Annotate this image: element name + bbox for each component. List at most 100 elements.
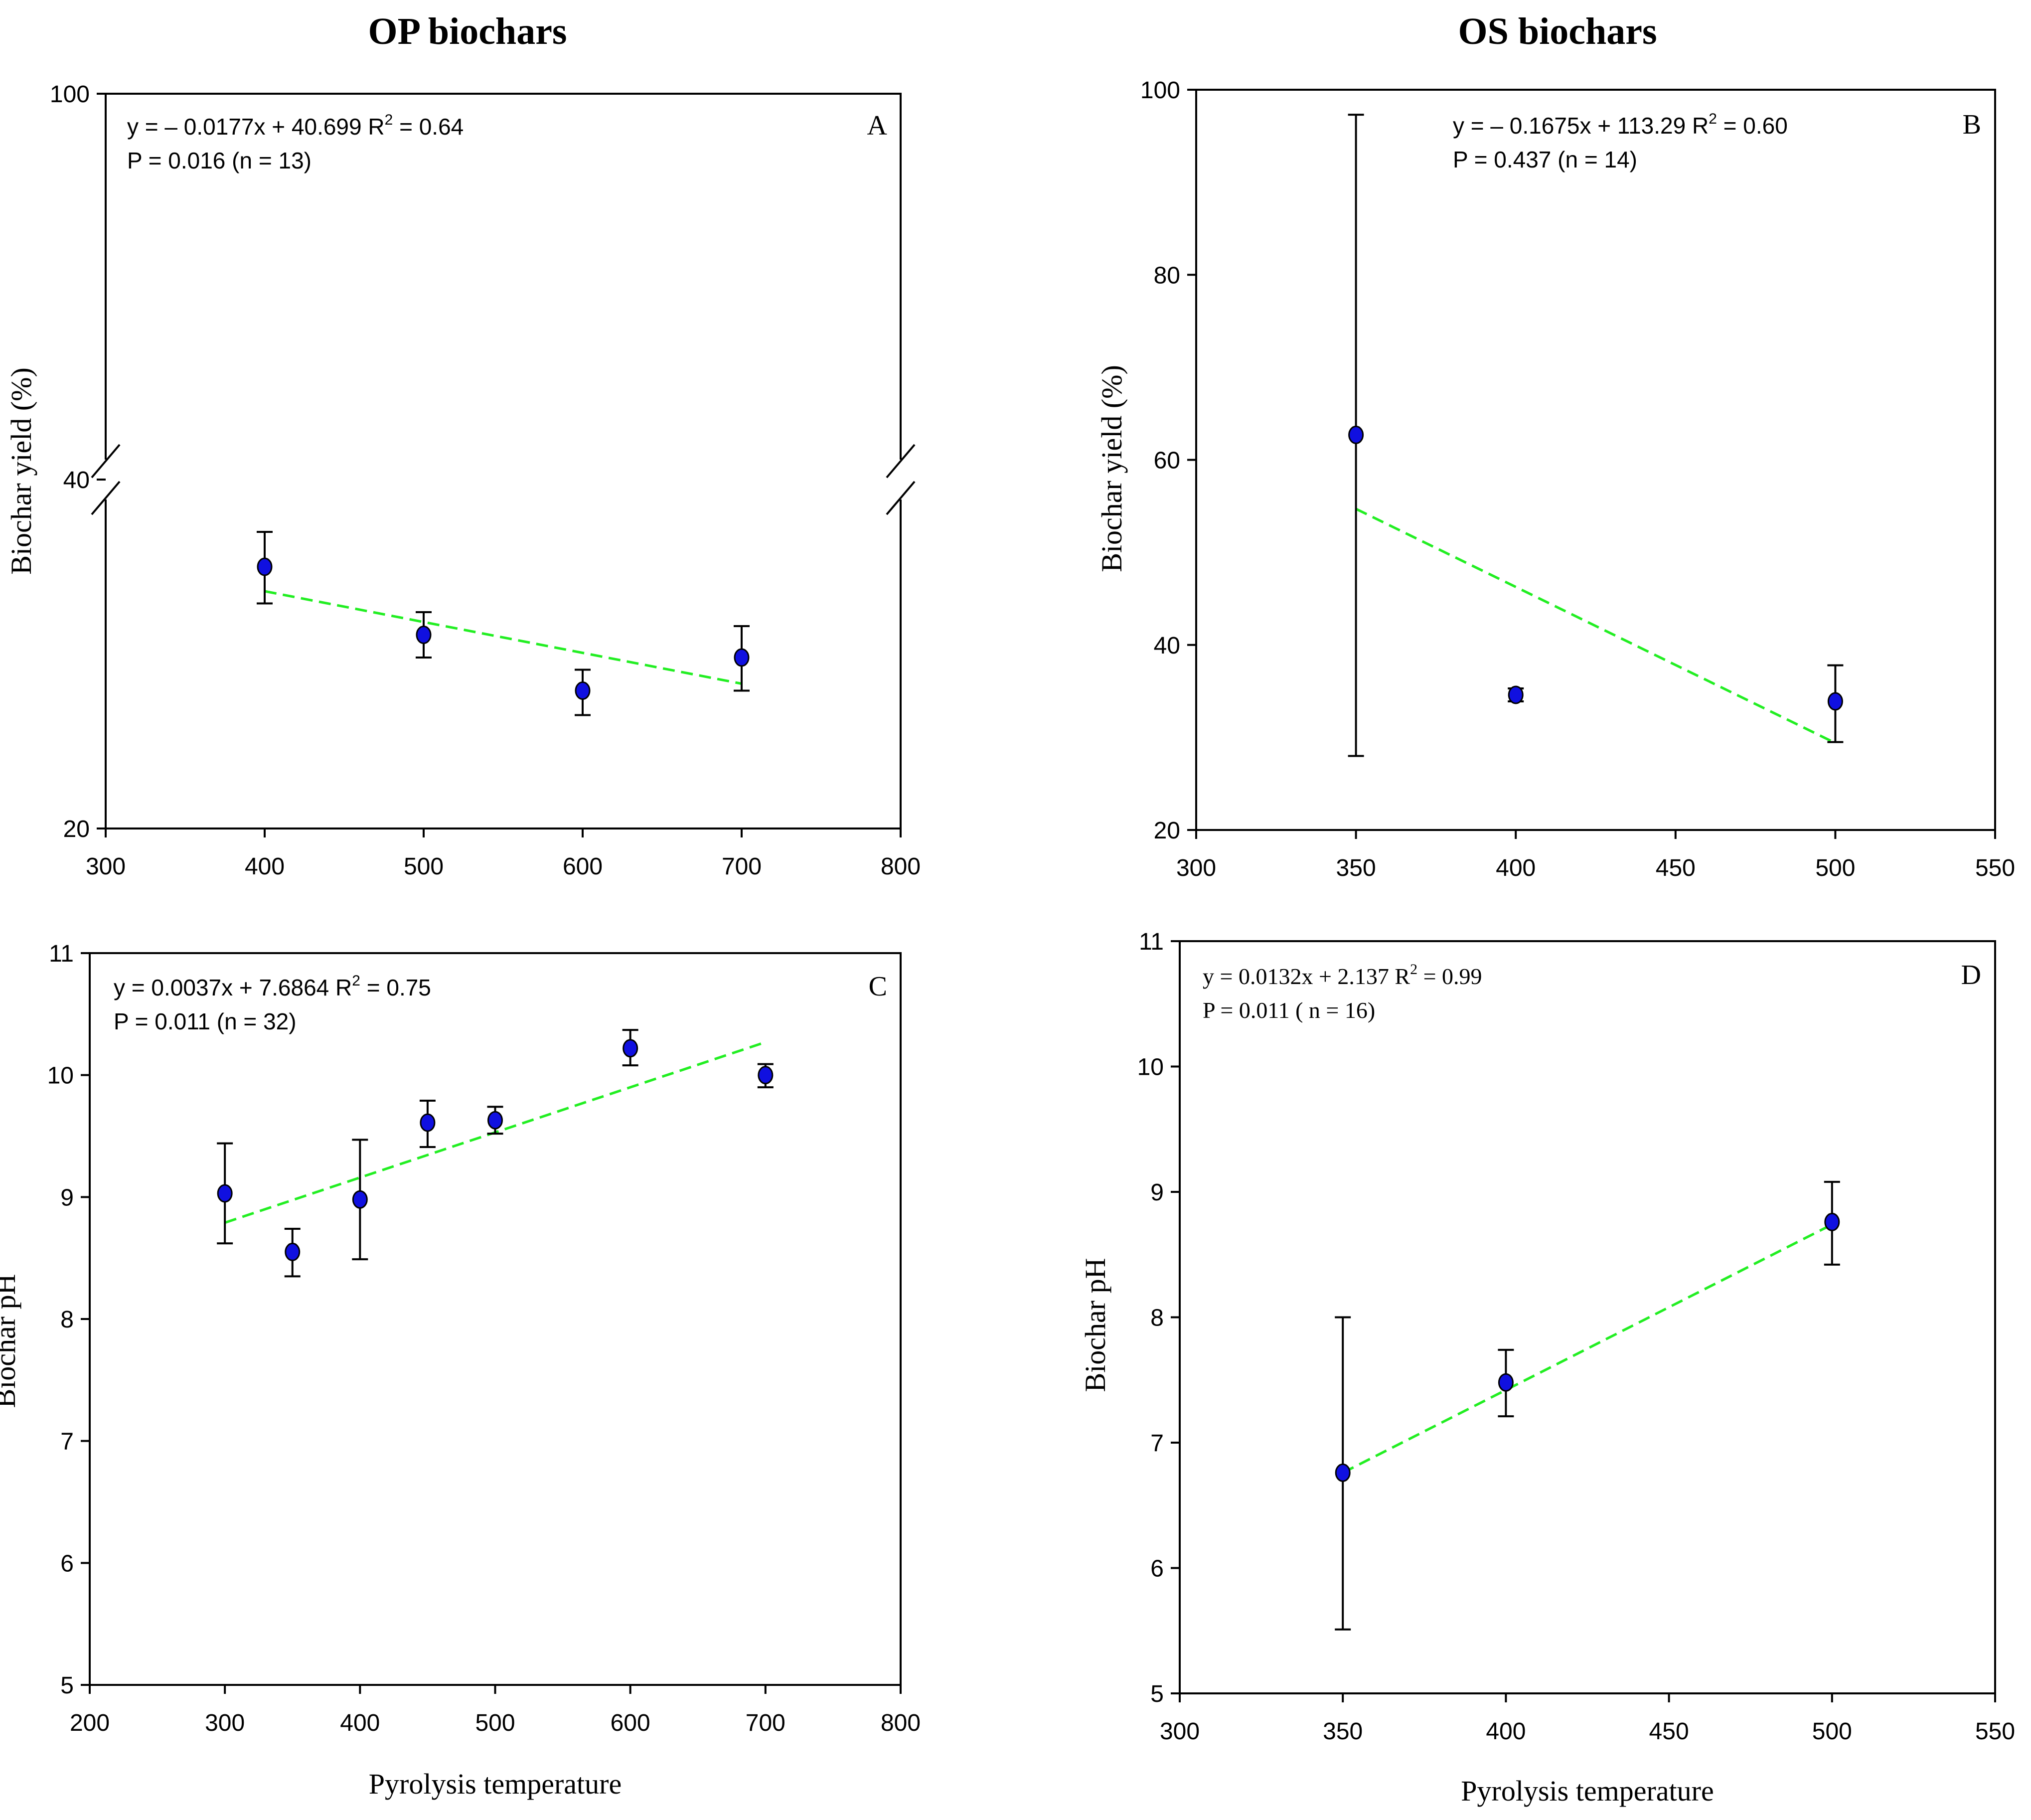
r2-superscript: 2	[385, 112, 393, 128]
data-point	[623, 1039, 638, 1058]
x-tick-label: 300	[205, 1710, 245, 1736]
data-point	[1348, 425, 1364, 444]
x-tick-label: 550	[1975, 1718, 2015, 1745]
r2-value: = 0.75	[360, 975, 431, 1000]
x-tick-label: 800	[881, 853, 921, 880]
equation-text: y = 0.0037x + 7.6864 R	[114, 975, 352, 1000]
data-point	[352, 1190, 368, 1209]
regression-stats: P = 0.011 (n = 32)	[114, 1008, 297, 1034]
y-tick-label: 10	[47, 1063, 74, 1089]
data-point	[285, 1242, 301, 1261]
y-tick-label: 9	[60, 1184, 74, 1211]
regression-equation: y = 0.0037x + 7.6864 R2 = 0.75	[114, 973, 431, 1000]
y-tick-label: 20	[1154, 818, 1180, 844]
chart-panel-d: 300 350 400 450 500 550 5 6 7 8 9 10 11 Biochar pH Pyr…	[1079, 929, 2015, 1807]
y-tick-label: 9	[1150, 1179, 1164, 1206]
data-point	[416, 626, 432, 644]
panel-letter: B	[1963, 109, 1981, 140]
y-axis-label: Biochar yield (%)	[5, 367, 37, 575]
panel-letter: C	[869, 971, 887, 1002]
x-tick-label: 600	[563, 853, 603, 880]
chart-panel-a: 300 400 500 600 700 800 20 40 100 Biochar yield (…	[5, 81, 921, 880]
y-tick-label: 80	[1154, 262, 1180, 289]
data-point	[575, 681, 591, 700]
data-point	[1508, 685, 1524, 704]
regression-equation: y = 0.0132x + 2.137 R2 = 0.99	[1203, 961, 1482, 989]
data-point	[217, 1184, 233, 1203]
y-tick-label: 11	[1139, 929, 1164, 955]
data-point	[487, 1111, 503, 1130]
y-tick-label: 8	[1150, 1305, 1164, 1331]
y-tick-label: 11	[49, 941, 74, 967]
r2-superscript: 2	[1709, 111, 1717, 127]
x-tick-label: 450	[1649, 1718, 1689, 1745]
regression-stats: P = 0.437 (n = 14)	[1453, 147, 1637, 172]
x-tick-label: 500	[404, 853, 444, 880]
y-tick-label: 5	[60, 1672, 74, 1699]
x-tick-label: 500	[475, 1710, 515, 1736]
y-tick-label: 7	[60, 1429, 74, 1455]
x-tick-label: 400	[1496, 855, 1536, 881]
y-tick-label: 60	[1154, 448, 1180, 474]
plot-frame	[1195, 89, 1996, 831]
panel-letter: A	[867, 110, 888, 141]
data-point	[420, 1113, 436, 1132]
data-point	[758, 1066, 774, 1085]
y-tick-label: 40	[1154, 633, 1180, 659]
r2-superscript: 2	[1410, 961, 1417, 978]
y-tick-label: 40	[63, 467, 90, 494]
axis-break-marker	[886, 444, 916, 515]
equation-text: y = 0.0132x + 2.137 R	[1203, 964, 1410, 989]
x-tick-label: 300	[1160, 1718, 1200, 1745]
data-point	[1498, 1373, 1514, 1392]
y-tick-label: 7	[1150, 1430, 1164, 1457]
y-tick-label: 20	[63, 816, 90, 842]
regression-stats: P = 0.016 (n = 13)	[127, 148, 312, 173]
data-point	[1335, 1463, 1351, 1482]
x-tick-label: 800	[881, 1710, 921, 1736]
y-axis-label: Biochar pH	[1079, 1258, 1111, 1392]
plot-frame	[1179, 940, 1996, 1694]
chart-panel-b: 300 350 400 450 500 550 20 40 60 80 100 Biochar yie…	[1095, 77, 2015, 881]
data-point	[734, 648, 750, 667]
plot-frame	[89, 952, 902, 1686]
y-tick-label: 8	[60, 1307, 74, 1333]
plot-frame	[105, 93, 902, 829]
r2-superscript: 2	[352, 973, 360, 989]
regression-equation: y = – 0.1675x + 113.29 R2 = 0.60	[1453, 111, 1788, 139]
title-op-biochars: OP biochars	[368, 10, 567, 52]
regression-stats: P = 0.011 ( n = 16)	[1203, 997, 1375, 1023]
x-tick-label: 300	[86, 853, 126, 880]
x-tick-label: 450	[1656, 855, 1696, 881]
x-tick-label: 500	[1815, 855, 1855, 881]
regression-line	[1355, 507, 1836, 744]
x-axis-label: Pyrolysis temperature	[369, 1768, 622, 1800]
title-os-biochars: OS biochars	[1458, 10, 1657, 52]
x-axis-label: Pyrolysis temperature	[1461, 1775, 1714, 1807]
y-tick-label: 5	[1150, 1681, 1164, 1707]
y-axis-label: Biochar yield (%)	[1095, 365, 1128, 572]
y-tick-label: 6	[60, 1550, 74, 1577]
x-tick-label: 600	[611, 1710, 650, 1736]
x-tick-label: 350	[1336, 855, 1376, 881]
y-axis-label: Biochar pH	[0, 1274, 21, 1408]
panel-letter: D	[1961, 960, 1981, 991]
x-tick-label: 200	[70, 1710, 110, 1736]
r2-value: = 0.60	[1717, 113, 1788, 139]
x-tick-label: 550	[1975, 855, 2015, 881]
x-tick-label: 300	[1176, 855, 1216, 881]
r2-value: = 0.64	[393, 114, 464, 140]
x-tick-label: 350	[1323, 1718, 1363, 1745]
y-tick-label: 10	[1137, 1054, 1164, 1081]
regression-equation: y = – 0.0177x + 40.699 R2 = 0.64	[127, 112, 464, 140]
y-tick-label: 100	[50, 81, 90, 108]
y-tick-label: 6	[1150, 1556, 1164, 1582]
x-tick-label: 700	[746, 1710, 785, 1736]
chart-panel-c: 200 300 400 500 600 700 800 5 6 7 8 9 10 11 Biochar pH…	[0, 941, 921, 1800]
regression-line	[264, 590, 742, 685]
data-point	[1824, 1212, 1840, 1231]
x-tick-label: 700	[722, 853, 762, 880]
data-point	[1827, 692, 1843, 711]
x-tick-label: 400	[1486, 1718, 1526, 1745]
x-tick-label: 400	[340, 1710, 380, 1736]
